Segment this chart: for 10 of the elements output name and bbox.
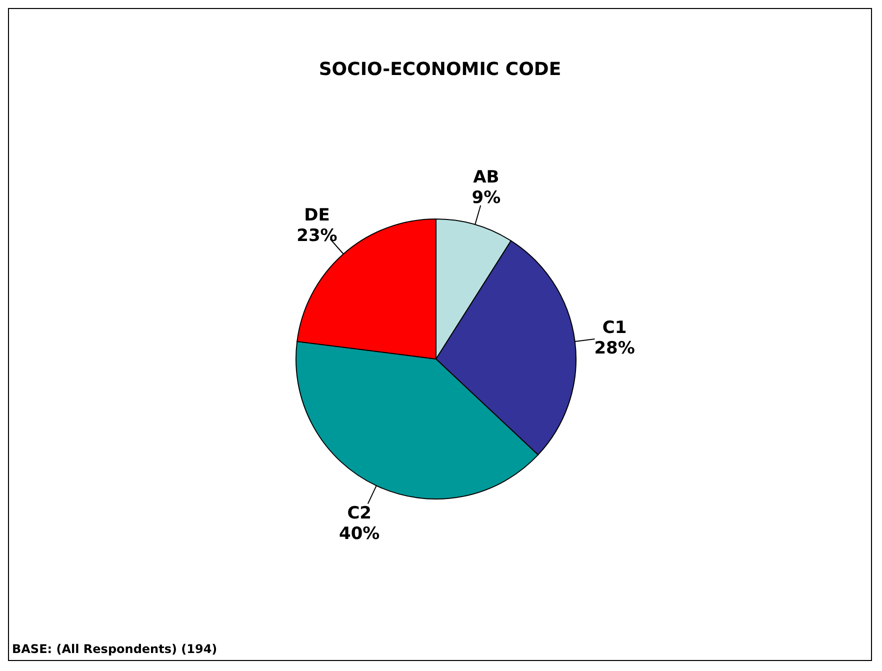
slice-label: DE (304, 206, 330, 226)
data-label: 23% (296, 226, 338, 246)
slice-label: C1 (602, 318, 627, 338)
data-label: 40% (339, 524, 380, 544)
slice-label: C2 (347, 503, 372, 524)
text: BASE: (All Respondents) (194) (12, 642, 218, 656)
chart-title: SOCIO-ECONOMIC CODE (318, 59, 562, 80)
data-label: 28% (594, 338, 635, 358)
data-label: 9% (472, 188, 501, 208)
slice-label: AB (473, 168, 500, 188)
